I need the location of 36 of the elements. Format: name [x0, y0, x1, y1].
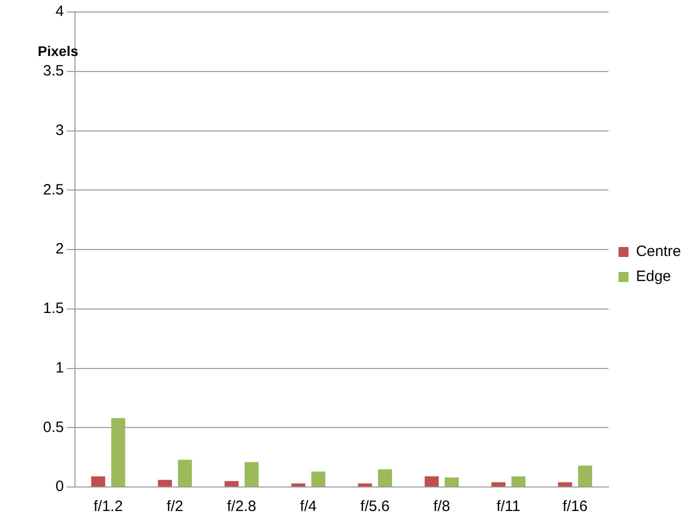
bar	[511, 476, 526, 486]
bar	[224, 481, 239, 486]
y-tick-label: 0	[56, 478, 64, 496]
x-tick-label: f/5.6	[360, 498, 390, 516]
x-tick-label: f/8	[433, 498, 450, 516]
bar	[158, 480, 172, 486]
bar	[244, 462, 259, 486]
x-tick-label: f/2.8	[227, 498, 256, 516]
y-tick-label: 2.5	[42, 181, 64, 198]
y-tick-label: 3	[56, 122, 64, 139]
bar	[178, 460, 192, 486]
x-tick-label: f/1.2	[94, 498, 123, 516]
bar	[378, 469, 392, 486]
x-tick-label: f/4	[300, 498, 317, 516]
y-axis-title: Pixels	[38, 42, 78, 59]
y-tick-label: 1.5	[42, 300, 64, 318]
bar	[91, 476, 106, 486]
bar	[491, 482, 506, 486]
legend-label: Edge	[636, 268, 672, 286]
bar	[358, 483, 372, 486]
bar	[311, 472, 326, 486]
y-tick-label: 3.5	[42, 62, 64, 80]
bar	[444, 478, 459, 486]
x-tick-label: f/16	[562, 498, 588, 516]
bar	[291, 483, 306, 486]
y-tick-label: 2	[56, 240, 64, 258]
bar	[558, 482, 572, 486]
bar	[111, 418, 126, 486]
y-tick-label: 1	[56, 359, 64, 376]
x-tick-label: f/11	[496, 498, 520, 516]
y-tick-label: 4	[56, 3, 64, 20]
bar	[424, 476, 439, 486]
legend-label: Centre	[636, 243, 682, 260]
bar	[578, 466, 592, 486]
y-tick-label: 0.5	[42, 418, 64, 436]
x-tick-label: f/2	[166, 498, 184, 516]
